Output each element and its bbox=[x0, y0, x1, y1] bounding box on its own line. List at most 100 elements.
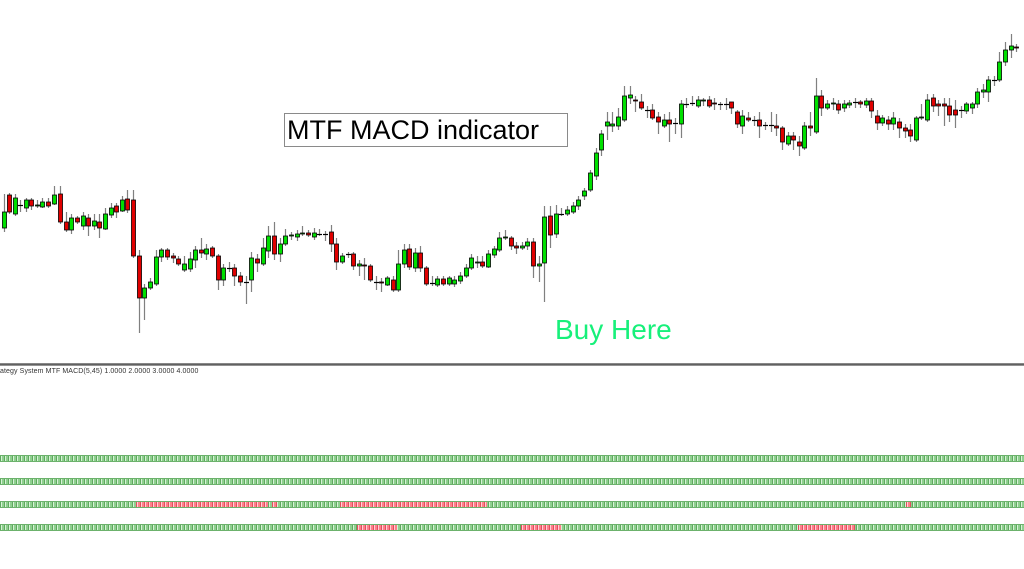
candle bbox=[7, 193, 12, 214]
candle bbox=[842, 100, 847, 112]
candle bbox=[757, 112, 762, 138]
candle bbox=[707, 96, 712, 108]
candle bbox=[645, 106, 650, 118]
candle bbox=[210, 246, 215, 258]
candle bbox=[786, 132, 791, 146]
chart-title-label[interactable]: MTF MACD indicator bbox=[284, 113, 568, 147]
candle bbox=[52, 186, 57, 205]
macd-strip-1 bbox=[0, 455, 1024, 462]
indicator-label: ategy System MTF MACD(5,45) 1.0000 2.000… bbox=[0, 368, 199, 375]
bearish-segment bbox=[340, 502, 487, 507]
candle bbox=[329, 225, 334, 252]
candle bbox=[13, 194, 18, 216]
candle bbox=[554, 205, 559, 238]
candle bbox=[628, 86, 633, 104]
candle bbox=[942, 98, 947, 126]
candle bbox=[40, 198, 45, 208]
candle bbox=[791, 132, 796, 150]
candle bbox=[64, 212, 69, 232]
candle bbox=[537, 256, 542, 282]
candle bbox=[261, 238, 266, 266]
candle bbox=[605, 112, 610, 140]
candle bbox=[875, 110, 880, 130]
candle bbox=[763, 122, 768, 130]
candle bbox=[880, 115, 885, 126]
candle bbox=[413, 248, 418, 272]
candle bbox=[548, 206, 553, 248]
candle bbox=[312, 228, 317, 240]
candle bbox=[424, 266, 429, 286]
candle bbox=[897, 118, 902, 138]
candle bbox=[925, 94, 930, 122]
candle bbox=[724, 98, 729, 110]
candle bbox=[142, 284, 147, 320]
candle bbox=[278, 238, 283, 262]
bearish-segment bbox=[136, 502, 268, 507]
bearish-segment bbox=[521, 525, 561, 530]
candle bbox=[673, 118, 678, 134]
bearish-segment bbox=[798, 525, 855, 530]
candle bbox=[402, 244, 407, 268]
candle bbox=[588, 170, 593, 192]
candle bbox=[667, 112, 672, 142]
candle bbox=[221, 264, 226, 286]
candle bbox=[599, 130, 604, 156]
candle bbox=[616, 108, 621, 130]
candle bbox=[696, 96, 701, 108]
candle bbox=[769, 112, 774, 132]
candle bbox=[441, 276, 446, 286]
pane-separator[interactable] bbox=[0, 363, 1024, 366]
candle bbox=[808, 112, 813, 136]
candle bbox=[690, 96, 695, 106]
candle bbox=[323, 231, 328, 241]
candle bbox=[137, 250, 142, 333]
candle bbox=[148, 278, 153, 290]
candle bbox=[447, 276, 452, 286]
candle bbox=[959, 106, 964, 118]
candle bbox=[300, 226, 305, 236]
candle bbox=[379, 278, 384, 292]
candle bbox=[103, 208, 108, 230]
candle bbox=[869, 98, 874, 118]
candle bbox=[542, 206, 547, 302]
candle bbox=[418, 246, 423, 272]
candle bbox=[831, 98, 836, 110]
candle bbox=[58, 186, 63, 224]
macd-strip-4 bbox=[0, 524, 1024, 531]
candle bbox=[317, 229, 322, 236]
candle bbox=[204, 244, 209, 260]
buy-here-annotation[interactable]: Buy Here bbox=[555, 314, 672, 345]
candle bbox=[385, 276, 390, 286]
candle bbox=[622, 86, 627, 122]
candle bbox=[244, 276, 249, 304]
candle bbox=[227, 262, 232, 272]
candle bbox=[582, 188, 587, 200]
candle bbox=[81, 212, 86, 230]
candle bbox=[492, 246, 497, 258]
candle bbox=[639, 94, 644, 110]
candle bbox=[469, 254, 474, 270]
candle bbox=[346, 252, 351, 258]
candle bbox=[520, 242, 525, 250]
candle bbox=[992, 76, 997, 86]
bearish-segment bbox=[272, 502, 277, 507]
candle bbox=[701, 98, 706, 106]
candle bbox=[610, 112, 615, 132]
price-chart[interactable]: MTF MACD indicator Buy Here bbox=[0, 0, 1024, 362]
candle bbox=[509, 236, 514, 250]
candle bbox=[340, 253, 345, 264]
candle bbox=[306, 230, 311, 237]
candle bbox=[931, 94, 936, 112]
candle bbox=[970, 102, 975, 114]
candle bbox=[914, 116, 919, 142]
candle bbox=[571, 202, 576, 214]
candle bbox=[981, 84, 986, 98]
macd-strip-2 bbox=[0, 478, 1024, 485]
candle bbox=[650, 104, 655, 120]
indicator-pane[interactable] bbox=[0, 366, 1024, 569]
candle bbox=[712, 98, 717, 110]
candle bbox=[199, 238, 204, 258]
candle bbox=[46, 198, 51, 208]
candle bbox=[864, 98, 869, 108]
candle bbox=[368, 264, 373, 282]
